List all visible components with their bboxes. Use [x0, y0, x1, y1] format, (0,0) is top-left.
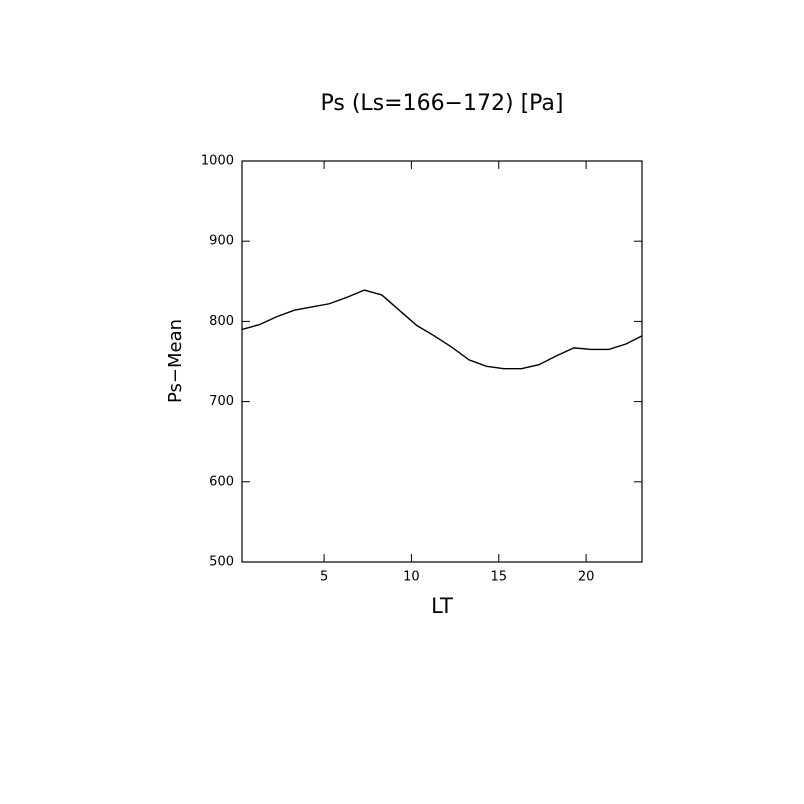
y-axis-label: Ps−Mean [165, 319, 186, 403]
x-tick-label: 15 [490, 570, 507, 585]
data-line [241, 289, 643, 370]
y-tick-label: 600 [209, 474, 234, 489]
x-tick-label: 10 [403, 570, 420, 585]
x-axis-label: LT [431, 594, 453, 618]
y-tick-label: 1000 [201, 154, 234, 169]
plot-frame [241, 160, 643, 563]
y-tick-label: 800 [209, 314, 234, 329]
x-tick-label: 20 [578, 570, 595, 585]
x-tick-label: 5 [320, 570, 328, 585]
y-tick-label: 900 [209, 234, 234, 249]
chart-title: Ps (Ls=166−172) [Pa] [321, 91, 564, 116]
y-tick-label: 700 [209, 394, 234, 409]
y-tick-label: 500 [209, 555, 234, 570]
